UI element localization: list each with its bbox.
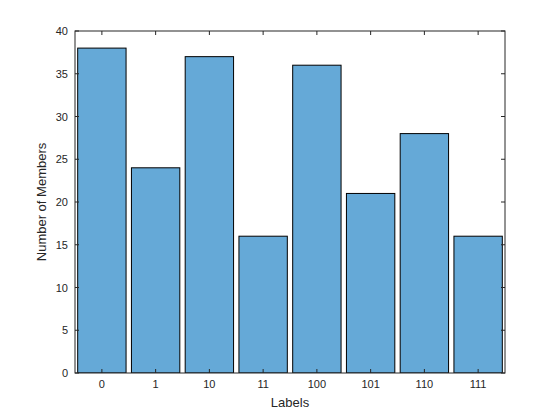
y-tick xyxy=(75,116,79,117)
x-tick-label: 111 xyxy=(470,378,487,390)
x-tick xyxy=(101,31,102,35)
y-tick-label: 25 xyxy=(56,153,68,165)
x-tick-label: 0 xyxy=(99,378,105,390)
bar xyxy=(131,168,179,373)
y-tick-label: 40 xyxy=(56,25,68,37)
chart-container: 0510152025303540011011100101110111Labels… xyxy=(0,0,560,420)
x-tick xyxy=(209,31,210,35)
x-tick xyxy=(155,31,156,35)
x-tick xyxy=(478,31,479,35)
y-tick xyxy=(501,330,505,331)
x-tick xyxy=(316,31,317,35)
y-tick xyxy=(501,287,505,288)
bar xyxy=(78,48,126,373)
y-tick xyxy=(75,159,79,160)
y-tick-label: 35 xyxy=(56,68,68,80)
bars xyxy=(78,48,503,373)
x-tick-label: 10 xyxy=(203,378,215,390)
x-tick xyxy=(370,369,371,373)
x-tick-label: 1 xyxy=(153,378,159,390)
x-tick xyxy=(478,369,479,373)
bar xyxy=(185,57,233,373)
y-tick-label: 30 xyxy=(56,111,68,123)
y-tick xyxy=(75,373,79,374)
x-tick-label: 110 xyxy=(416,378,434,390)
y-tick xyxy=(501,202,505,203)
y-tick xyxy=(501,73,505,74)
x-tick xyxy=(370,31,371,35)
y-tick xyxy=(501,31,505,32)
y-tick xyxy=(501,244,505,245)
x-tick-label: 101 xyxy=(361,378,379,390)
y-axis: 0 5 10 15 20 25 30 35 40 xyxy=(56,25,505,379)
y-tick xyxy=(501,159,505,160)
x-tick xyxy=(209,369,210,373)
x-tick xyxy=(263,31,264,35)
bar xyxy=(346,193,394,373)
y-tick xyxy=(75,202,79,203)
y-tick-label: 0 xyxy=(62,367,68,379)
y-tick-label: 5 xyxy=(62,324,68,336)
y-tick xyxy=(75,244,79,245)
y-tick xyxy=(501,373,505,374)
x-tick-label: 11 xyxy=(257,378,268,390)
x-axis-label: Labels xyxy=(271,395,310,410)
plot-frame xyxy=(75,31,505,373)
y-tick-label: 15 xyxy=(56,239,68,251)
bar xyxy=(454,236,502,373)
bar xyxy=(239,236,287,373)
x-tick xyxy=(101,369,102,373)
chart-svg: 0510152025303540011011100101110111Labels… xyxy=(0,0,560,420)
y-tick xyxy=(75,31,79,32)
x-tick-label: 100 xyxy=(308,378,326,390)
x-tick xyxy=(155,369,156,373)
x-tick xyxy=(424,369,425,373)
y-tick xyxy=(75,73,79,74)
y-tick xyxy=(75,330,79,331)
y-tick-label: 10 xyxy=(56,282,68,294)
x-tick xyxy=(316,369,317,373)
y-tick xyxy=(501,116,505,117)
x-tick xyxy=(424,31,425,35)
y-axis-label: Number of Members xyxy=(34,142,49,261)
bar xyxy=(293,65,341,373)
bar xyxy=(400,134,448,373)
x-tick xyxy=(263,369,264,373)
y-tick xyxy=(75,287,79,288)
y-tick-label: 20 xyxy=(56,196,68,208)
x-axis: 011011100101110111 xyxy=(99,31,487,390)
